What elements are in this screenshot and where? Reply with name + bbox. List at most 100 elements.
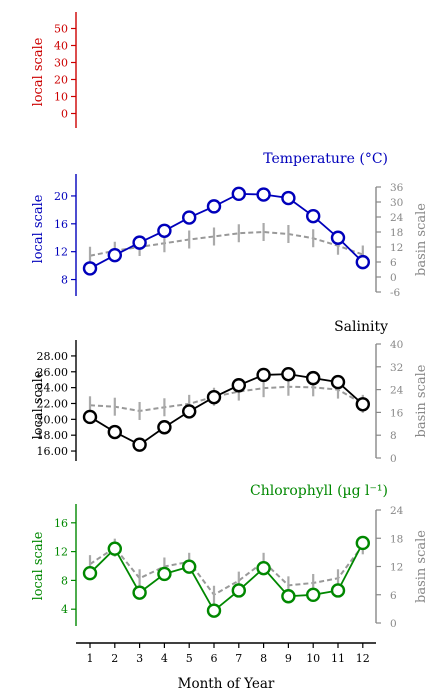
local-point [206,389,222,405]
right-tick-label: 16 [390,407,404,419]
x-tick-label: 5 [186,652,193,665]
local-point [82,261,98,276]
local-point [132,437,147,452]
left-axis-label: local scale [31,194,46,263]
panel-title: Salinity [334,319,388,335]
basin-line [89,385,364,412]
local-point [306,370,321,386]
left-tick-label: 16 [54,218,68,231]
basin-series [88,223,364,265]
x-tick-label: 6 [211,652,218,665]
local-point [231,186,247,202]
left-tick-label: 20 [54,74,68,87]
left-tick-label: 8 [61,274,68,287]
local-point [157,420,172,435]
local-point [231,378,247,393]
right-tick-label: 36 [390,182,404,194]
right-tick-label: 6 [390,590,397,602]
local-point [181,559,197,574]
right-axis-ticks: 0 6 12 18 24 [376,505,404,630]
panel-title: Chlorophyll (µg l⁻¹) [250,483,388,499]
left-tick-label: 18.00 [37,429,69,442]
local-point [82,566,98,581]
local-point [181,404,197,419]
x-tick-label: 12 [356,652,370,665]
local-series [82,186,370,276]
local-point [82,409,98,425]
local-point [256,187,271,202]
left-tick-label: 20.00 [37,413,69,426]
basin-line [89,230,364,257]
left-tick-label: 8 [61,574,68,587]
left-tick-label: 12 [54,546,68,559]
local-series [82,366,370,452]
local-point [330,583,346,598]
left-tick-label: 16.00 [37,445,69,458]
right-tick-label: 40 [390,339,403,351]
right-tick-label: 32 [390,362,403,374]
local-point [306,587,321,602]
left-axis-label: local scale [31,37,46,106]
local-point [157,223,172,238]
left-tick-label: 10 [54,91,68,104]
local-point [107,247,123,263]
right-tick-label: 12 [390,562,403,574]
left-axis-ticks: 4 8 12 16 [54,517,76,616]
right-tick-label: 8 [390,430,397,442]
left-axis-ticks: 0 10 20 30 40 50 [54,23,76,121]
right-tick-label: 12 [390,242,403,254]
local-point [157,566,172,582]
local-point [330,230,346,245]
right-tick-label: 24 [390,212,404,224]
x-tick-label: 8 [260,652,267,665]
local-series [82,535,370,618]
right-tick-label: 0 [390,618,397,630]
right-tick-label: 0 [390,272,397,284]
x-tick-label: 4 [161,652,168,665]
right-axis-label: basin scale [414,530,429,603]
x-tick-label: 11 [331,652,345,665]
left-tick-label: 22.00 [37,397,69,410]
x-axis-ticks: 1 2 3 4 5 6 7 8 9 10 11 12 [87,643,370,665]
x-axis: 1 2 3 4 5 6 7 8 9 10 11 12 Month of Year [76,642,376,692]
panel-empty: 0 10 20 30 40 50 local scale [31,12,77,128]
left-tick-label: 20 [54,190,68,203]
right-axis-label: basin scale [414,364,429,437]
left-tick-label: 28.00 [37,350,69,363]
left-tick-label: 50 [54,23,68,36]
local-point [256,367,271,383]
local-point [281,190,296,206]
local-point [132,585,147,600]
local-point [306,208,321,224]
local-point [231,583,247,598]
x-tick-label: 3 [136,652,143,665]
local-point [330,374,346,390]
local-point [281,366,296,382]
x-tick-label: 1 [87,652,94,665]
right-tick-label: 18 [390,533,403,545]
x-axis-label: Month of Year [178,676,275,692]
local-point [281,589,296,604]
local-point [355,535,370,551]
x-tick-label: 2 [111,652,118,665]
local-point [132,235,147,250]
left-tick-label: 16 [54,517,68,530]
left-tick-label: 30 [54,57,68,70]
local-point [256,560,271,576]
x-tick-label: 9 [285,652,292,665]
local-point [355,254,370,270]
left-axis-ticks: 16.00 18.00 20.00 22.00 24.00 26.00 28.00 [37,350,76,458]
left-tick-label: 26.00 [37,366,69,379]
panel-temperature: Temperature (°C) 8 12 16 20 local scale -6 0… [31,151,429,299]
local-line [89,192,364,270]
left-tick-label: 4 [61,603,68,616]
right-tick-label: 18 [390,227,403,239]
basin-series [88,377,364,420]
right-axis-ticks: -6 0 6 12 18 24 30 36 [376,182,404,299]
left-tick-label: 0 [61,108,68,121]
local-line [89,542,364,613]
local-point [107,424,123,440]
right-tick-label: 24 [390,505,404,517]
left-tick-label: 12 [54,246,68,259]
